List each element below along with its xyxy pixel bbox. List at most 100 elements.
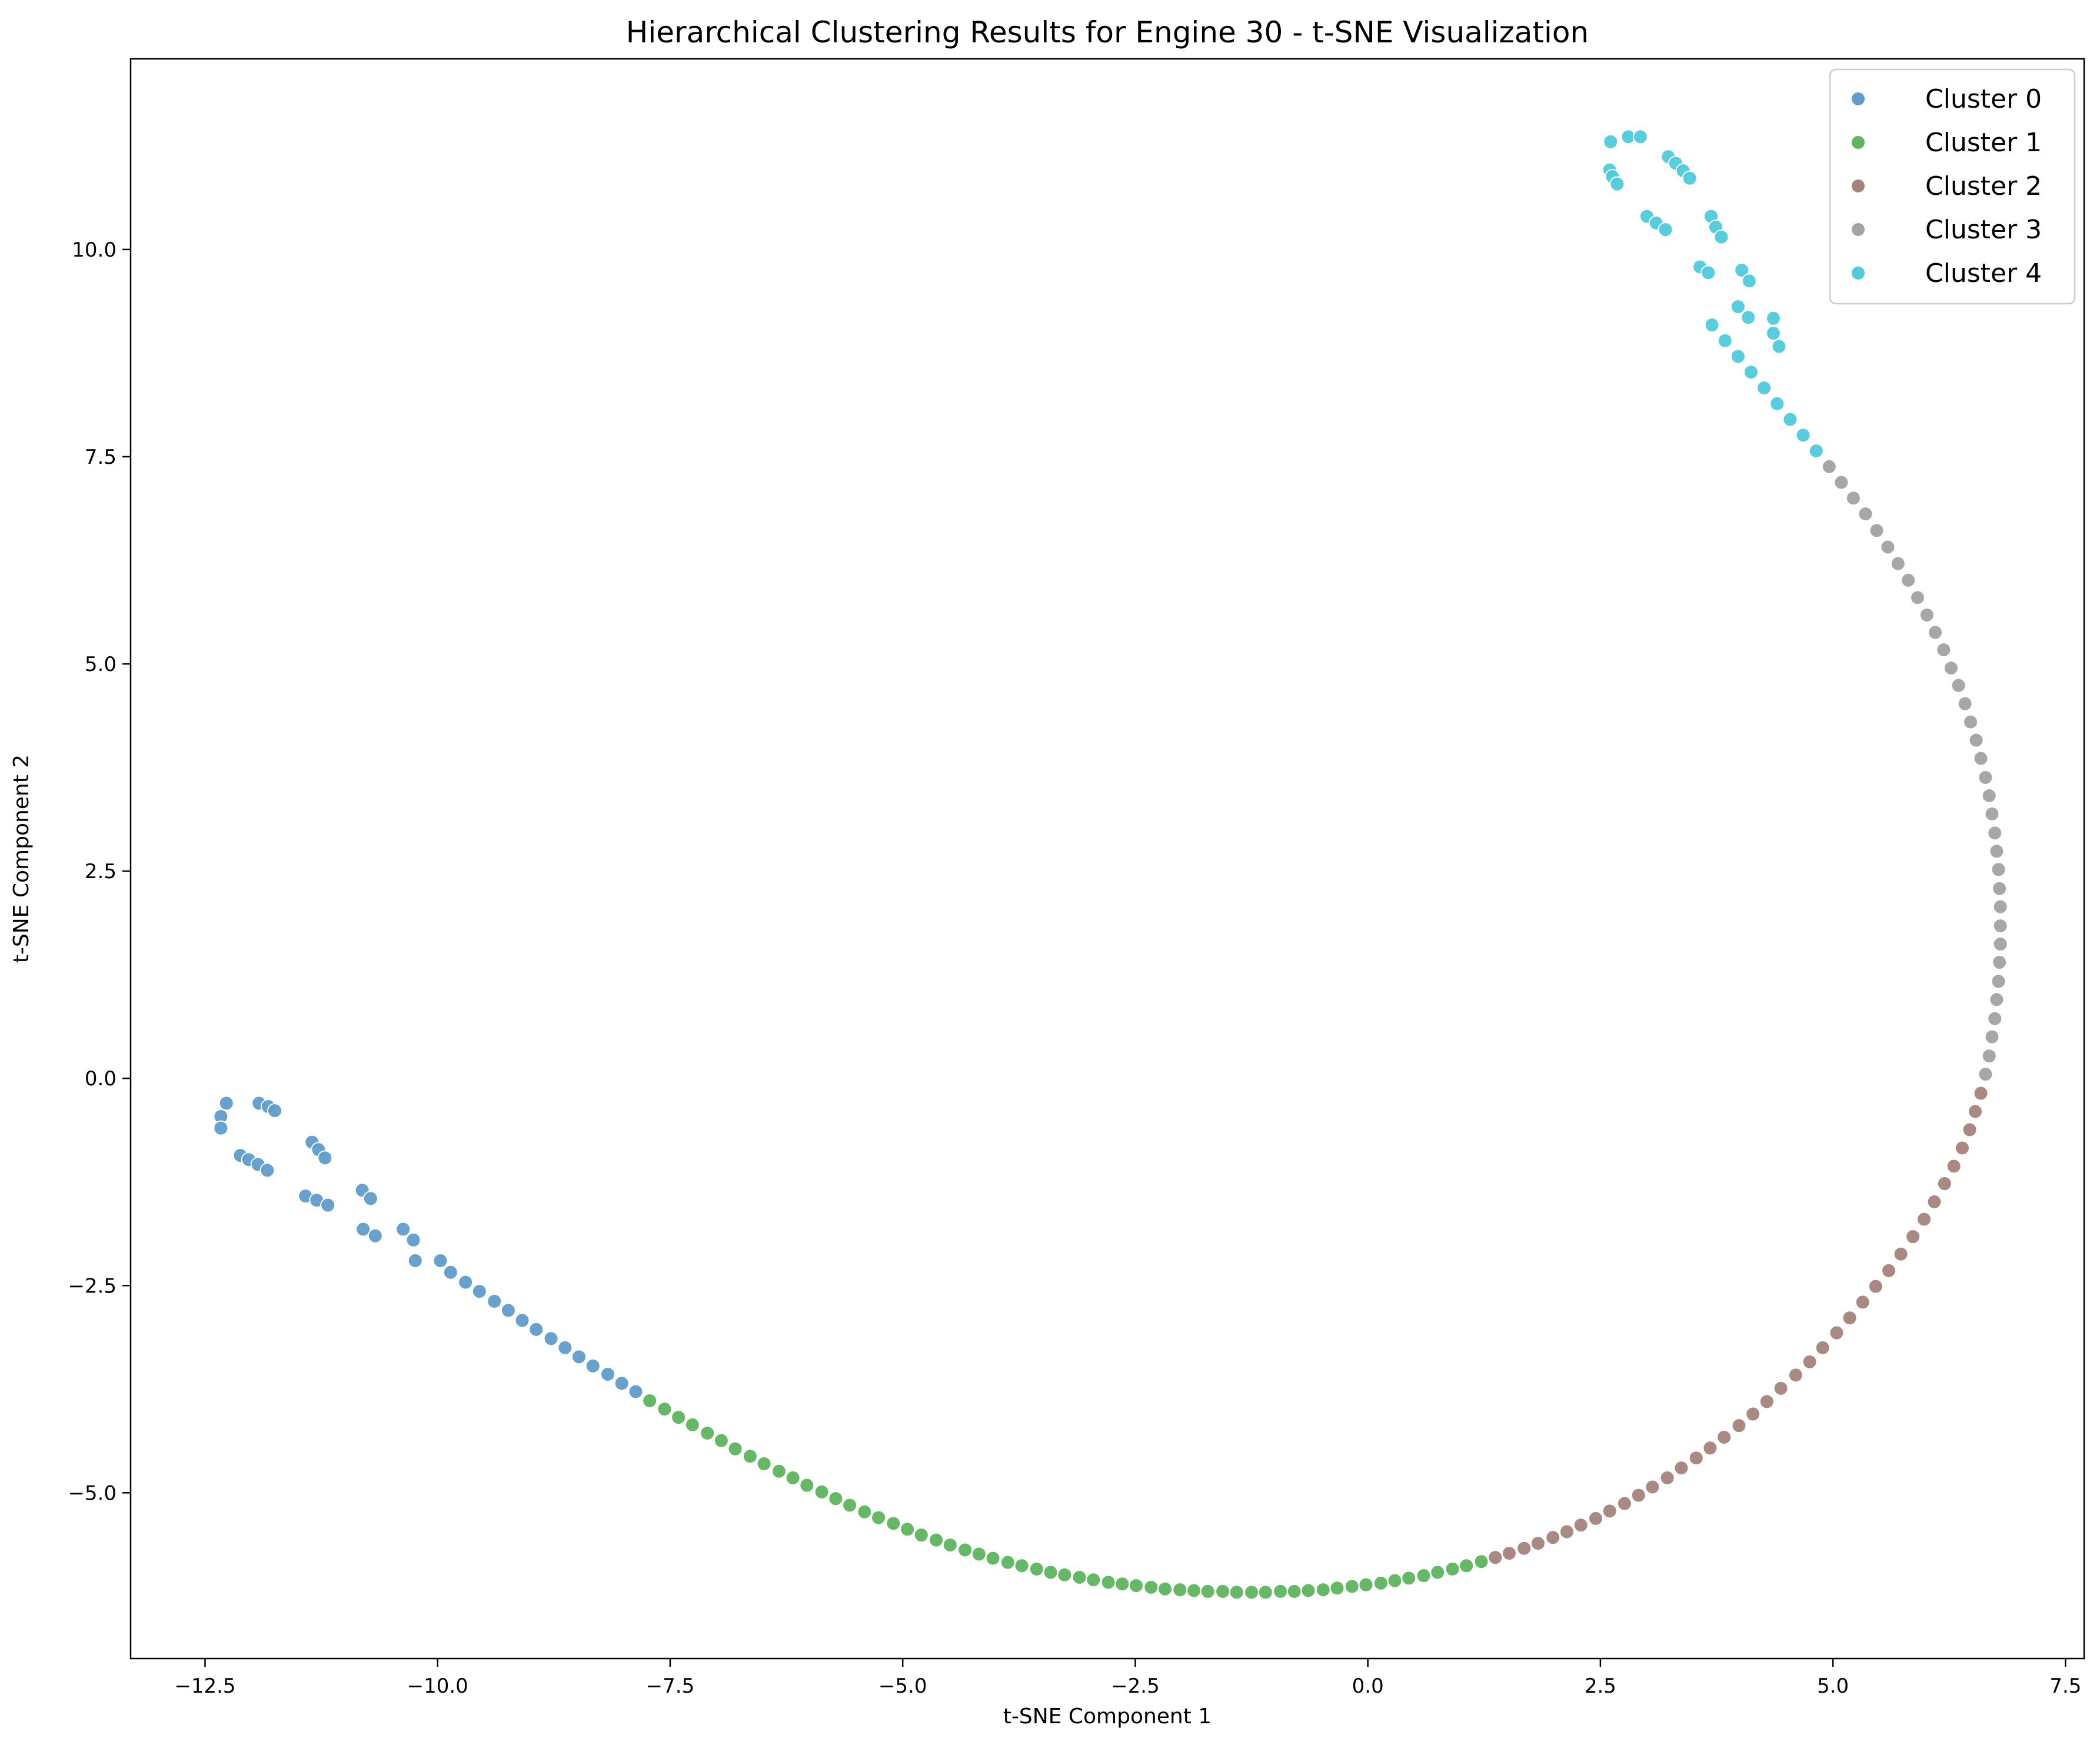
scatter-point-cluster-1: [828, 1491, 844, 1507]
scatter-point-cluster-3: [1989, 992, 2005, 1008]
x-tick-label: 7.5: [2049, 1674, 2081, 1698]
scatter-point-cluster-1: [1401, 1570, 1417, 1586]
scatter-point-cluster-2: [1530, 1536, 1546, 1551]
scatter-point-cluster-3: [1919, 607, 1935, 623]
scatter-point-cluster-3: [1963, 714, 1979, 730]
y-tick-label: 10.0: [72, 238, 117, 262]
scatter-point-cluster-1: [1430, 1564, 1446, 1580]
scatter-point-cluster-1: [928, 1532, 944, 1548]
scatter-point-cluster-0: [600, 1366, 616, 1382]
scatter-point-cluster-1: [886, 1516, 901, 1531]
scatter-point-cluster-1: [1373, 1575, 1389, 1591]
plot-frame: [129, 58, 2085, 1660]
scatter-point-cluster-4: [1730, 348, 1746, 364]
scatter-point-cluster-1: [1043, 1564, 1059, 1580]
scatter-point-cluster-2: [1731, 1418, 1747, 1434]
x-tick-label: −5.0: [878, 1674, 927, 1698]
scatter-point-cluster-4: [1795, 427, 1811, 443]
scatter-point-cluster-2: [1773, 1380, 1789, 1396]
y-axis-label: t-SNE Component 2: [9, 755, 34, 963]
scatter-point-cluster-0: [442, 1264, 458, 1280]
y-tick-label: 7.5: [85, 446, 117, 469]
scatter-point-cluster-1: [942, 1537, 958, 1553]
scatter-point-cluster-2: [1573, 1517, 1589, 1533]
scatter-point-cluster-2: [1602, 1503, 1618, 1519]
legend-marker: [1851, 265, 1866, 281]
legend: Cluster 0 Cluster 1 Cluster 2 Cluster 3 Clus…: [1829, 68, 2076, 305]
scatter-point-cluster-3: [1992, 918, 2008, 934]
scatter-point-cluster-4: [1769, 396, 1785, 411]
scatter-point-cluster-1: [771, 1463, 787, 1479]
x-axis-ticks: −12.5 −10.0 −7.5 −5.0 −2.5 0.0 2.5 5.0 7.5: [174, 1659, 2081, 1698]
scatter-point-cluster-1: [1129, 1578, 1144, 1594]
scatter-point-cluster-1: [1300, 1583, 1316, 1599]
y-tick-label: −2.5: [68, 1274, 117, 1298]
scatter-point-cluster-2: [1688, 1450, 1704, 1466]
scatter-point-cluster-4: [1743, 364, 1759, 380]
scatter-point-cluster-2: [1759, 1394, 1775, 1410]
scatter-point-cluster-1: [1143, 1579, 1159, 1595]
scatter-point-cluster-1: [1114, 1576, 1130, 1592]
scatter-point-cluster-1: [1344, 1578, 1360, 1594]
scatter-point-cluster-0: [571, 1349, 587, 1365]
scatter-point-cluster-1: [1086, 1572, 1101, 1588]
scatter-point-cluster-3: [1957, 696, 1973, 712]
scatter-point-cluster-2: [1630, 1487, 1646, 1503]
scatter-point-cluster-4: [1808, 443, 1824, 459]
legend-marker: [1851, 178, 1866, 194]
scatter-point-cluster-2: [1516, 1540, 1532, 1556]
scatter-point-cluster-3: [1987, 1011, 2003, 1026]
legend-entry: Cluster 4: [1925, 258, 2042, 288]
scatter-point-cluster-4: [1765, 310, 1781, 326]
scatter-point-cluster-2: [1968, 1104, 1983, 1119]
scatter-point-cluster-1: [1257, 1584, 1273, 1600]
scatter-point-cluster-2: [1855, 1294, 1871, 1310]
scatter-point-cluster-1: [1387, 1573, 1403, 1589]
scatter-point-cluster-1: [742, 1448, 758, 1464]
scatter-point-cluster-1: [1057, 1567, 1073, 1583]
scatter-point-cluster-1: [756, 1456, 772, 1472]
scatter-point-cluster-2: [1829, 1325, 1845, 1341]
scatter-point-cluster-1: [1329, 1580, 1345, 1596]
scatter-point-cluster-1: [642, 1393, 658, 1409]
scatter-point-cluster-2: [1545, 1530, 1561, 1546]
legend-entry: Cluster 0: [1925, 84, 2042, 114]
scatter-point-cluster-4: [1740, 310, 1756, 325]
scatter-point-cluster-4: [1682, 170, 1698, 186]
y-tick-label: 0.0: [85, 1067, 117, 1091]
scatter-point-cluster-3: [1833, 474, 1849, 490]
scatter-point-cluster-1: [713, 1433, 729, 1448]
scatter-point-cluster-1: [1157, 1581, 1173, 1597]
scatter-point-cluster-1: [785, 1470, 801, 1486]
scatter-point-cluster-1: [1286, 1583, 1302, 1599]
x-tick-label: −10.0: [407, 1674, 468, 1698]
scatter-point-cluster-4: [1632, 129, 1648, 145]
scatter-point-cluster-1: [971, 1546, 987, 1562]
scatter-point-cluster-3: [1943, 660, 1959, 676]
scatter-point-cluster-2: [1936, 1176, 1952, 1192]
scatter-point-cluster-0: [432, 1253, 448, 1269]
y-axis-ticks: −5.0 −2.5 0.0 2.5 5.0 7.5 10.0: [68, 238, 131, 1505]
scatter-point-cluster-3: [1901, 572, 1916, 588]
scatter-point-cluster-0: [259, 1162, 275, 1178]
scatter-point-cluster-1: [727, 1441, 743, 1457]
scatter-point-cluster-3: [1821, 458, 1837, 474]
scatter-point-cluster-2: [1916, 1211, 1932, 1227]
scatter-point-cluster-3: [1845, 490, 1861, 506]
scatter-point-cluster-2: [1802, 1354, 1818, 1370]
scatter-point-cluster-0: [218, 1095, 234, 1111]
chart-title: Hierarchical Clustering Results for Engi…: [626, 15, 1589, 49]
scatter-point-cluster-0: [362, 1191, 378, 1207]
scatter-point-cluster-1: [1416, 1568, 1432, 1584]
scatter-point-cluster-1: [1445, 1561, 1460, 1577]
scatter-point-cluster-2: [1673, 1460, 1689, 1476]
scatter-point-cluster-4: [1700, 265, 1716, 281]
scatter-point-cluster-2: [1954, 1140, 1970, 1156]
scatter-point-cluster-1: [799, 1477, 815, 1493]
scatter-point-cluster-4: [1704, 317, 1720, 333]
scatter-point-cluster-3: [1858, 506, 1873, 522]
scatter-point-cluster-3: [1984, 1029, 2000, 1045]
x-tick-label: 5.0: [1817, 1674, 1849, 1698]
scatter-point-cluster-1: [1000, 1554, 1016, 1570]
